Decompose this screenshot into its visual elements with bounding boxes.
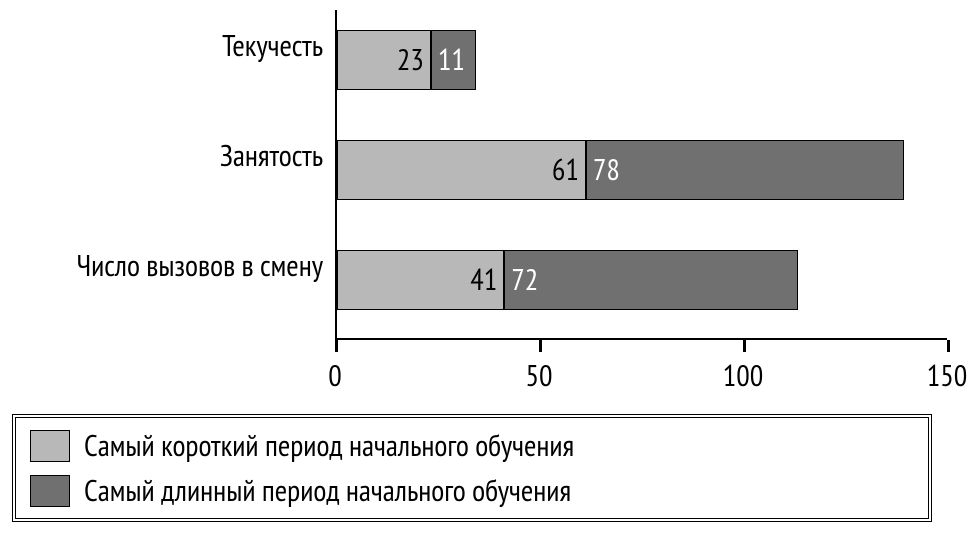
legend-label-long: Самый длинный период начального обучения — [84, 471, 571, 510]
bar-segment-long: 72 — [504, 250, 798, 310]
x-tick — [947, 340, 950, 352]
x-tick — [743, 340, 746, 352]
legend-item-short: Самый короткий период начального обучени… — [30, 426, 914, 465]
x-tick-label: 100 — [723, 356, 764, 395]
bar-segment-long: 11 — [431, 30, 476, 90]
x-tick-label: 150 — [927, 356, 968, 395]
legend: Самый короткий период начального обучени… — [12, 414, 932, 522]
bar-segment-short: 61 — [337, 140, 586, 200]
bar-row: 4172 — [337, 250, 798, 310]
x-tick-label: 0 — [328, 356, 342, 395]
legend-label-short: Самый короткий период начального обучени… — [84, 426, 574, 465]
bar-segment-long: 78 — [586, 140, 904, 200]
bar-row: 2311 — [337, 30, 476, 90]
stacked-bar-chart: Текучесть Занятость Число вызовов в смен… — [0, 0, 971, 534]
bar-segment-short: 23 — [337, 30, 431, 90]
x-tick-label: 50 — [526, 356, 553, 395]
legend-swatch-short — [30, 430, 70, 462]
legend-item-long: Самый длинный период начального обучения — [30, 471, 914, 510]
x-tick — [539, 340, 542, 352]
bar-row: 6178 — [337, 140, 904, 200]
x-tick — [335, 340, 338, 352]
category-label: Текучесть — [222, 26, 323, 65]
bar-segment-short: 41 — [337, 250, 504, 310]
legend-swatch-long — [30, 475, 70, 507]
category-label: Занятость — [220, 136, 323, 175]
category-label: Число вызовов в смену — [76, 246, 323, 285]
